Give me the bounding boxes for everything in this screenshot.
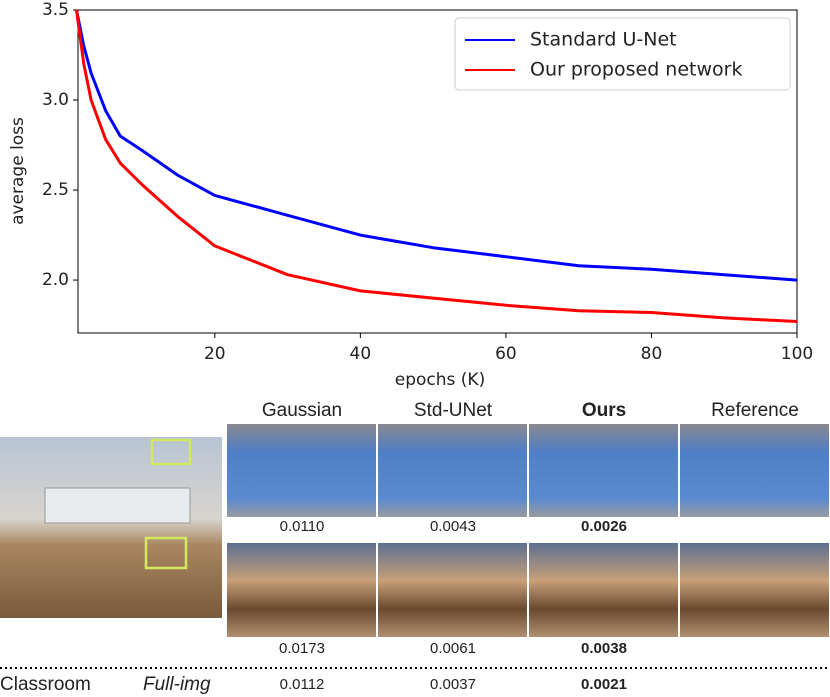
series-line: [75, 9, 798, 323]
crop-box: [150, 438, 192, 466]
y-tick-label: 2.5: [42, 180, 69, 200]
error-value: 0.0061: [430, 640, 476, 657]
crop-image: [378, 543, 527, 637]
error-value: 0.0112: [280, 676, 325, 693]
plot-frame: [77, 9, 798, 334]
error-value: 0.0110: [280, 518, 325, 535]
y-tick-label: 2.0: [42, 270, 69, 290]
error-value: 0.0037: [430, 676, 476, 693]
y-tick-label: 3.0: [42, 90, 69, 110]
x-tick-label: 100: [781, 344, 813, 364]
whiteboard: [44, 487, 191, 524]
column-header: Std-UNet: [414, 400, 493, 421]
x-tick-label: 60: [495, 344, 517, 364]
y-axis-label: average loss: [8, 117, 28, 225]
error-value: 0.0173: [279, 640, 325, 657]
x-tick-label: 80: [641, 344, 663, 364]
crop-image: [227, 543, 376, 637]
legend-label: Our proposed network: [530, 59, 742, 81]
error-value: 0.0043: [430, 518, 476, 535]
x-axis-label: epochs (K): [395, 370, 485, 390]
series-line: [75, 9, 798, 282]
crop-image: [529, 424, 678, 517]
crops: [227, 424, 829, 637]
crop-image: [378, 424, 527, 517]
legend: [454, 17, 791, 91]
error-value: 0.0038: [581, 640, 627, 657]
footer-label: Full-img: [143, 674, 211, 695]
column-header: Ours: [582, 400, 626, 421]
error-value: 0.0021: [581, 676, 627, 693]
x-tick-label: 40: [350, 344, 372, 364]
crop-image: [227, 424, 376, 517]
crop-box: [144, 536, 188, 570]
y-tick-label: 3.5: [42, 0, 69, 20]
x-tick-label: 20: [204, 344, 226, 364]
scene-image: [0, 437, 222, 618]
legend-label: Standard U-Net: [530, 29, 677, 51]
scene-name: Classroom: [0, 674, 91, 695]
column-header: Gaussian: [262, 400, 342, 421]
crop-image: [680, 543, 829, 637]
column-header: Reference: [711, 400, 799, 421]
error-value: 0.0026: [581, 518, 627, 535]
crop-image: [529, 543, 678, 637]
crop-image: [680, 424, 829, 517]
